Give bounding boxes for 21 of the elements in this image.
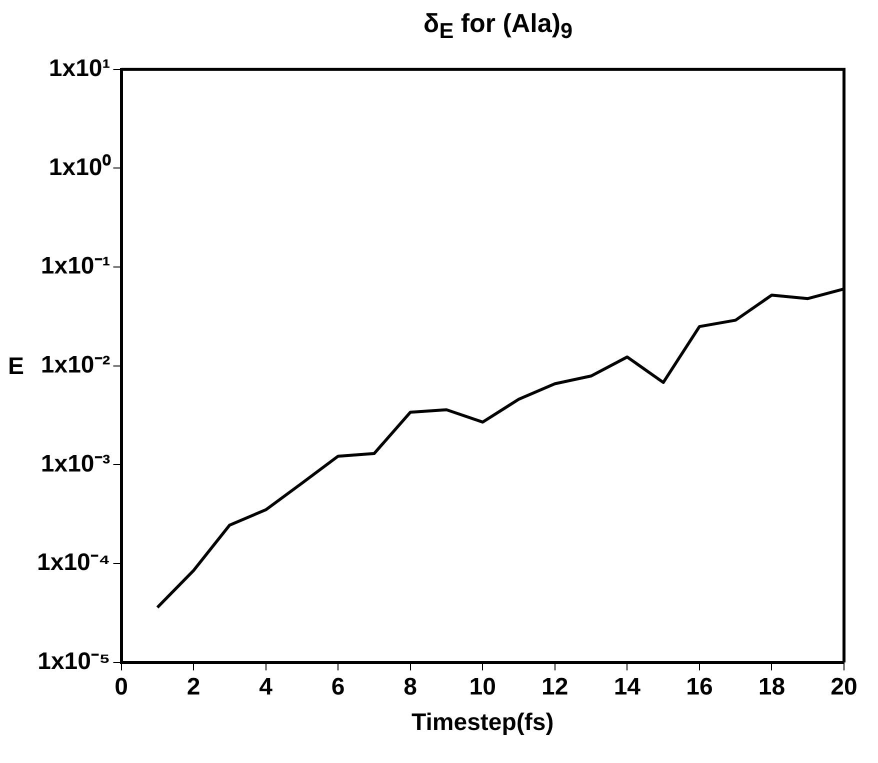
x-tick-label: 16: [686, 673, 713, 700]
x-tick-label: 10: [469, 673, 496, 700]
x-axis-title: Timestep(fs): [412, 709, 554, 736]
x-tick-label: 14: [614, 673, 642, 700]
y-axis-title: E: [8, 353, 26, 382]
x-tick-label: 20: [830, 673, 858, 700]
y-tick-label: 1x10¹: [48, 55, 110, 82]
x-tick-label: 4: [259, 673, 274, 700]
y-tick-label: 1x10⁻⁵: [38, 648, 110, 676]
y-tick-label: 1x10⁻³: [40, 450, 110, 478]
y-tick-label: 1x10⁰: [48, 154, 112, 181]
y-tick-label: 1x10⁻²: [40, 352, 110, 379]
x-tick-label: 0: [114, 673, 128, 700]
x-tick-label: 12: [542, 673, 568, 700]
x-tick-label: 2: [186, 673, 200, 700]
x-tick-label: 18: [758, 673, 786, 700]
y-tick-label: 1x10⁻¹: [40, 252, 110, 280]
x-tick-label: 6: [331, 673, 345, 700]
y-tick-label: 1x10⁻⁴: [36, 549, 110, 576]
x-tick-label: 8: [404, 673, 418, 700]
chart-title: δ$_{E}$ for (Ala)$_{9}$: [422, 8, 574, 46]
